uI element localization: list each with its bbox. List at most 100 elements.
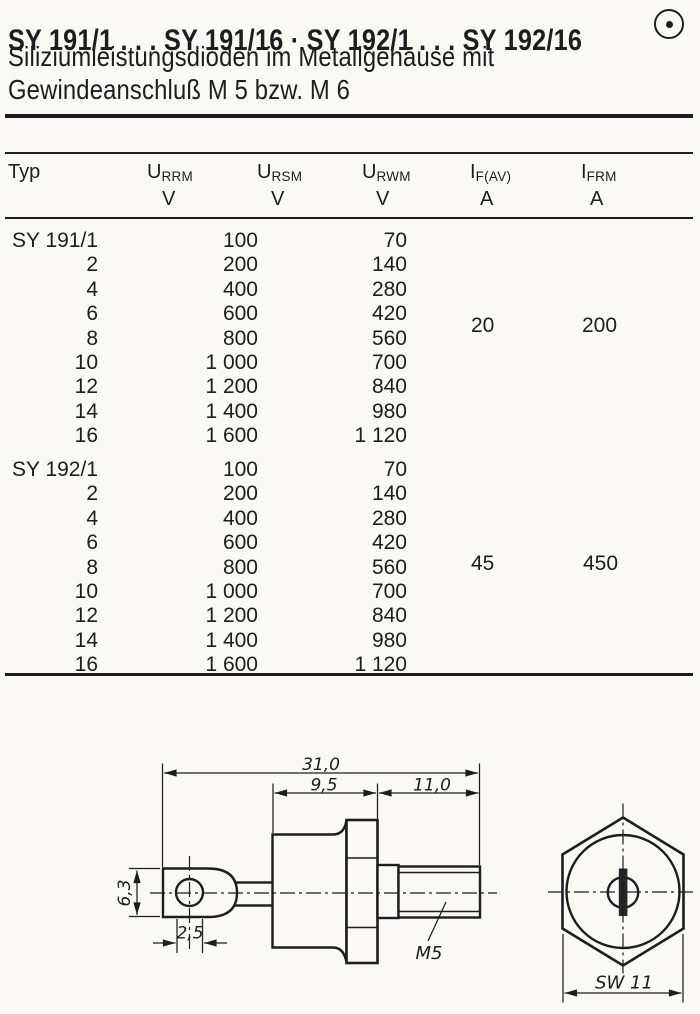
cell-ifrm-sy192: 450 [583,552,619,575]
end-view-drawing: SW 11 [548,803,696,1003]
cell-urwm: 700 [371,350,407,374]
table-row: 14 1 400 980 [6,629,692,653]
cell-urrm: 600 [222,302,258,326]
dim-label-31-0: 31,0 [302,755,340,775]
cell-urrm: 1 600 [205,653,258,677]
thread-label-m5: M5 [416,943,443,964]
cell-typ: 6 [86,302,98,326]
cell-urrm: 1 400 [205,399,258,423]
stud-neck [376,863,400,920]
table-row: 14 1 400 980 [6,400,692,424]
column-header-ifrm: IFRM [581,161,617,184]
table-row: 8 800 560 [6,327,692,351]
cell-urwm: 840 [371,604,407,628]
unit-urrm: V [162,188,176,210]
cell-urrm: 600 [222,531,258,555]
cell-typ: 10 [74,350,98,374]
diode-body [271,820,348,963]
cell-urrm: 1 000 [205,579,258,603]
cell-typ: 8 [86,326,98,350]
table-row: 10 1 000 700 [6,580,692,604]
cell-typ: SY 191/1 [11,229,98,252]
cell-urwm: 420 [371,302,407,326]
cell-urwm: 560 [371,326,407,350]
table-row: 10 1 000 700 [6,351,692,375]
hex-flange [345,818,379,965]
side-view-drawing [150,818,497,965]
circle-dot-icon [654,9,684,39]
column-header-urrm: URRM [147,161,194,184]
cell-typ: 14 [74,399,98,423]
thread-leader-line [427,901,447,942]
table-row: 12 1 200 840 [6,604,692,628]
cell-urrm: 400 [222,506,258,530]
cell-ifrm-sy191: 200 [582,314,618,337]
cell-urwm: 280 [371,277,407,301]
cell-urrm: 800 [222,326,258,350]
table-row: SY 192/1 100 70 [6,458,692,482]
cell-urrm: 1 200 [205,375,258,399]
cell-ifav-sy192: 45 [471,552,495,575]
column-header-urwm: URWM [362,161,411,184]
cell-typ: SY 192/1 [11,458,98,481]
cell-urrm: 400 [222,277,258,301]
cell-urwm: 840 [371,375,407,399]
unit-ursm: V [271,188,285,210]
cell-typ: 12 [74,604,98,628]
table-top-rule [5,152,693,154]
cell-typ: 8 [86,555,98,579]
cell-urwm: 1 120 [354,653,407,677]
cell-urrm: 1 200 [205,604,258,628]
table-row: 2 200 140 [6,253,692,277]
cell-urwm: 980 [371,628,407,652]
unit-ifav: A [480,188,494,210]
column-header-ifav: IF(AV) [470,161,512,184]
cell-urwm: 1 120 [354,424,407,448]
cell-urrm: 1 600 [205,424,258,448]
technical-drawing: 31,0 9,5 11,0 6,3 2,5 M5 S [115,755,696,1003]
cell-urwm: 980 [371,399,407,423]
unit-ifrm: A [590,188,604,210]
table-row: 16 1 600 1 120 [6,424,692,448]
header-rule [5,217,693,219]
threaded-stud [397,865,482,919]
cell-typ: 14 [74,628,98,652]
title-divider [5,114,693,118]
cell-ifav-sy191: 20 [471,314,495,337]
cell-urrm: 200 [222,253,258,277]
cell-urwm: 560 [371,555,407,579]
side-view-dimensions: 31,0 9,5 11,0 6,3 2,5 M5 [115,755,481,964]
cell-typ: 16 [74,424,98,448]
table-row: 2 200 140 [6,482,692,506]
cell-typ: 16 [74,653,98,677]
cell-typ: 6 [86,531,98,555]
page-subtitle: Siliziumleistungsdioden im Metallgehäuse… [8,40,494,106]
cell-urrm: 100 [222,458,258,481]
cell-urwm: 70 [383,458,407,481]
unit-urwm: V [376,188,390,210]
cell-urrm: 800 [222,555,258,579]
table-row: 4 400 280 [6,278,692,302]
cell-typ: 4 [86,506,98,530]
subtitle-line-1: Siliziumleistungsdioden im Metallgehäuse… [8,41,495,72]
table-row: 16 1 600 1 120 [6,653,692,677]
dim-label-11-0: 11,0 [413,776,451,796]
cell-urrm: 1 000 [205,350,258,374]
cell-urwm: 700 [371,579,407,603]
table-row: 8 800 560 [6,556,692,580]
table-bottom-rule [5,673,693,676]
column-header-ursm: URSM [257,161,303,184]
cell-typ: 10 [74,579,98,603]
cell-urrm: 200 [222,482,258,506]
dim-label-sw11: SW 11 [595,973,653,994]
cell-urwm: 280 [371,506,407,530]
cell-urwm: 70 [383,229,407,252]
dim-label-6-3: 6,3 [115,879,135,906]
table-row: 4 400 280 [6,507,692,531]
table-row: 6 600 420 [6,302,692,326]
page-title: SY 191/1 . . . SY 191/16 · SY 192/1 . . … [8,24,583,58]
cell-urwm: 140 [371,253,407,277]
cell-urrm: 1 400 [205,628,258,652]
